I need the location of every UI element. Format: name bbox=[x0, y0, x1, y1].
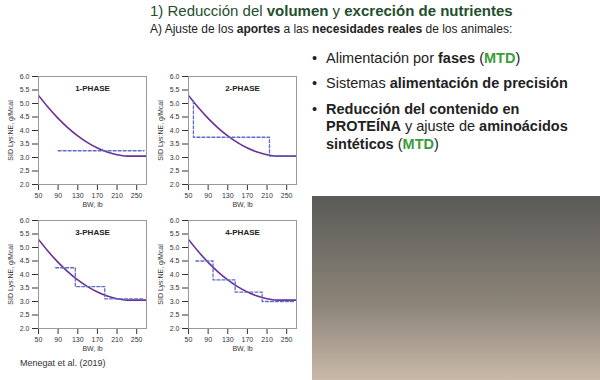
html-text:Sistemas alimentación de preci: Sistemas alimentación de precisión bbox=[326, 75, 568, 92]
svg-text:5.0: 5.0 bbox=[20, 100, 30, 107]
svg-text:250: 250 bbox=[131, 192, 143, 199]
svg-text:5.0: 5.0 bbox=[20, 244, 30, 251]
svg-text:210: 210 bbox=[261, 336, 273, 343]
svg-text:3.5: 3.5 bbox=[20, 140, 30, 147]
svg-text:50: 50 bbox=[35, 192, 43, 199]
svg-text:3.0: 3.0 bbox=[20, 154, 30, 161]
svg-text:6.0: 6.0 bbox=[20, 217, 30, 224]
svg-text:170: 170 bbox=[92, 192, 104, 199]
svg-text:250: 250 bbox=[281, 336, 293, 343]
svg-text:90: 90 bbox=[204, 192, 212, 199]
html-text:Reducción del contenido en PRO: Reducción del contenido en PROTEÍNA y aj… bbox=[326, 100, 568, 152]
svg-text:6.0: 6.0 bbox=[170, 217, 180, 224]
svg-text:SID Lys:NE, g/Mcal: SID Lys:NE, g/Mcal bbox=[157, 244, 165, 305]
svg-text:2.5: 2.5 bbox=[20, 167, 30, 174]
svg-text:3-PHASE: 3-PHASE bbox=[75, 228, 110, 237]
svg-text:BW, lb: BW, lb bbox=[232, 201, 252, 208]
svg-text:5.5: 5.5 bbox=[170, 230, 180, 237]
svg-text:SID Lys:NE, g/Mcal: SID Lys:NE, g/Mcal bbox=[7, 244, 15, 305]
svg-text:90: 90 bbox=[54, 192, 62, 199]
svg-text:2.5: 2.5 bbox=[170, 167, 180, 174]
svg-text:4.5: 4.5 bbox=[170, 257, 180, 264]
svg-text:BW, lb: BW, lb bbox=[82, 345, 102, 352]
svg-text:5.5: 5.5 bbox=[170, 86, 180, 93]
svg-text:3.0: 3.0 bbox=[20, 298, 30, 305]
svg-text:210: 210 bbox=[261, 192, 273, 199]
svg-text:5.5: 5.5 bbox=[20, 86, 30, 93]
svg-text:250: 250 bbox=[131, 336, 143, 343]
svg-text:2.5: 2.5 bbox=[20, 311, 30, 318]
html-text:1) Reducción del volumen y exc: 1) Reducción del volumen y excreción de … bbox=[150, 2, 513, 19]
svg-text:170: 170 bbox=[242, 192, 254, 199]
svg-text:BW, lb: BW, lb bbox=[232, 345, 252, 352]
svg-text:2.0: 2.0 bbox=[170, 325, 180, 332]
svg-text:5.5: 5.5 bbox=[20, 230, 30, 237]
svg-text:3.0: 3.0 bbox=[170, 154, 180, 161]
svg-text:4.0: 4.0 bbox=[170, 127, 180, 134]
svg-text:50: 50 bbox=[185, 192, 193, 199]
svg-text:2.5: 2.5 bbox=[170, 311, 180, 318]
svg-text:50: 50 bbox=[35, 336, 43, 343]
svg-text:130: 130 bbox=[222, 192, 234, 199]
svg-text:4.5: 4.5 bbox=[170, 113, 180, 120]
svg-text:90: 90 bbox=[54, 336, 62, 343]
svg-text:6.0: 6.0 bbox=[170, 73, 180, 80]
svg-text:4-PHASE: 4-PHASE bbox=[225, 228, 260, 237]
svg-text:3.0: 3.0 bbox=[170, 298, 180, 305]
svg-text:130: 130 bbox=[72, 192, 84, 199]
svg-text:6.0: 6.0 bbox=[20, 73, 30, 80]
svg-text:130: 130 bbox=[72, 336, 84, 343]
html-text:Menegat et al. (2019): Menegat et al. (2019) bbox=[20, 358, 106, 368]
svg-text:4.0: 4.0 bbox=[170, 271, 180, 278]
svg-text:4.0: 4.0 bbox=[20, 271, 30, 278]
svg-text:SID Lys:NE, g/Mcal: SID Lys:NE, g/Mcal bbox=[157, 100, 165, 161]
svg-text:4.5: 4.5 bbox=[20, 113, 30, 120]
svg-text:250: 250 bbox=[281, 192, 293, 199]
svg-text:2-PHASE: 2-PHASE bbox=[225, 84, 260, 93]
svg-text:4.0: 4.0 bbox=[20, 127, 30, 134]
svg-text:90: 90 bbox=[204, 336, 212, 343]
svg-text:5.0: 5.0 bbox=[170, 244, 180, 251]
svg-text:50: 50 bbox=[185, 336, 193, 343]
svg-text:4.5: 4.5 bbox=[20, 257, 30, 264]
svg-text:3.5: 3.5 bbox=[170, 140, 180, 147]
svg-text:210: 210 bbox=[111, 192, 123, 199]
svg-text:210: 210 bbox=[111, 336, 123, 343]
svg-text:BW, lb: BW, lb bbox=[82, 201, 102, 208]
svg-text:170: 170 bbox=[92, 336, 104, 343]
svg-text:5.0: 5.0 bbox=[170, 100, 180, 107]
svg-text:170: 170 bbox=[242, 336, 254, 343]
html-text:A) Ajuste de los aportes a las: A) Ajuste de los aportes a las necesidad… bbox=[150, 22, 513, 36]
svg-text:1-PHASE: 1-PHASE bbox=[75, 84, 110, 93]
svg-text:2.0: 2.0 bbox=[20, 181, 30, 188]
svg-text:SID Lys:NE, g/Mcal: SID Lys:NE, g/Mcal bbox=[7, 100, 15, 161]
svg-text:3.5: 3.5 bbox=[20, 284, 30, 291]
svg-text:130: 130 bbox=[222, 336, 234, 343]
svg-text:2.0: 2.0 bbox=[170, 181, 180, 188]
svg-text:3.5: 3.5 bbox=[170, 284, 180, 291]
svg-text:2.0: 2.0 bbox=[20, 325, 30, 332]
html-text:Alimentación por fases (MTD): Alimentación por fases (MTD) bbox=[326, 50, 521, 66]
